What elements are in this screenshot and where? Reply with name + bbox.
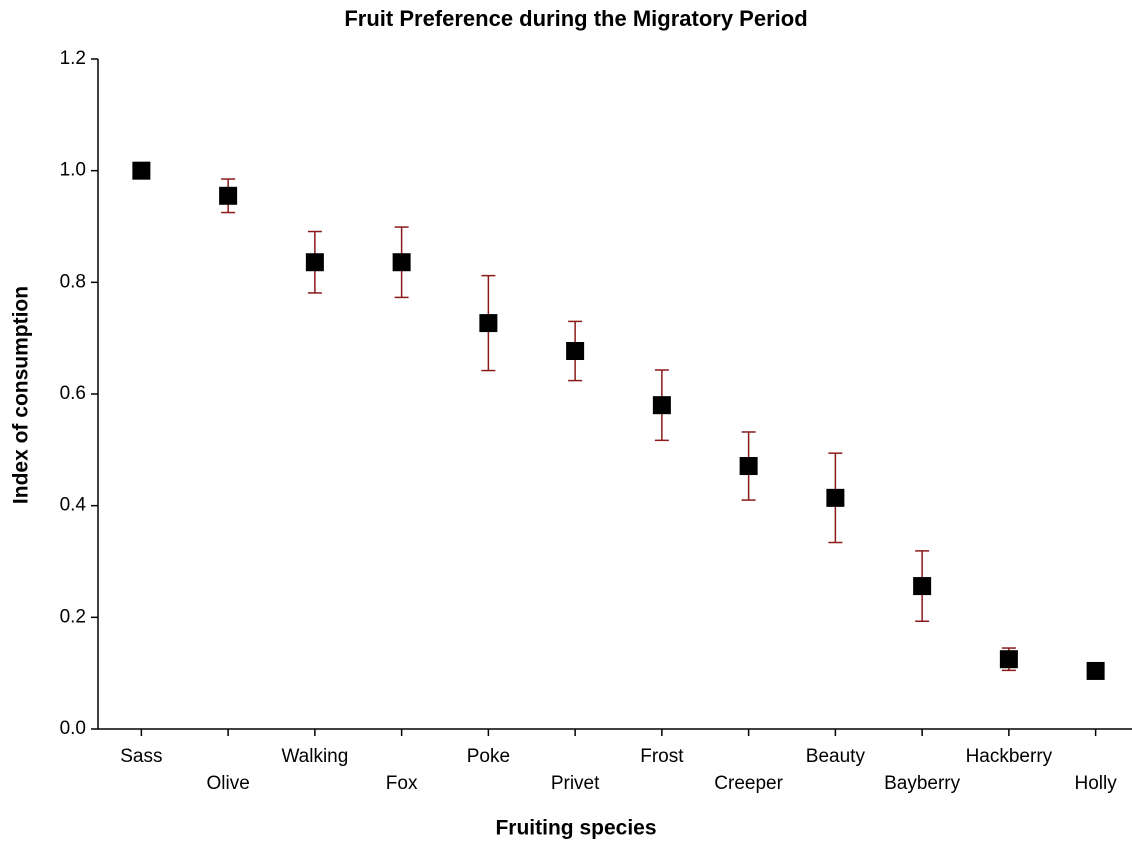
y-tick-label: 1.2 xyxy=(60,48,86,69)
marker xyxy=(1086,661,1105,680)
y-tick-label: 0.8 xyxy=(60,271,86,292)
x-tick-label: Sass xyxy=(120,746,162,767)
x-tick-label: Creeper xyxy=(714,773,783,794)
marker xyxy=(305,253,324,272)
marker xyxy=(913,577,932,596)
x-tick-label: Poke xyxy=(467,746,510,767)
x-tick-label: Walking xyxy=(281,746,348,767)
x-tick-label: Olive xyxy=(206,773,249,794)
x-tick-label: Frost xyxy=(640,746,684,767)
x-axis-title: Fruiting species xyxy=(495,817,656,840)
marker xyxy=(652,396,671,415)
chart-title: Fruit Preference during the Migratory Pe… xyxy=(344,6,807,31)
marker xyxy=(392,253,411,272)
x-tick-label: Bayberry xyxy=(884,773,961,794)
marker xyxy=(739,457,758,476)
marker xyxy=(479,314,498,333)
y-axis-title: Index of consumption xyxy=(10,286,33,504)
x-tick-label: Privet xyxy=(551,773,600,794)
y-tick-label: 0.2 xyxy=(60,606,86,627)
x-tick-label: Fox xyxy=(386,773,418,794)
y-tick-label: 0.6 xyxy=(60,383,86,404)
marker xyxy=(826,488,845,507)
x-tick-label: Holly xyxy=(1075,773,1118,794)
y-tick-label: 0.4 xyxy=(60,495,87,516)
x-tick-label: Beauty xyxy=(806,746,866,767)
y-tick-label: 0.0 xyxy=(60,718,86,739)
marker xyxy=(132,161,151,180)
marker xyxy=(999,650,1018,669)
marker xyxy=(566,342,585,361)
y-tick-label: 1.0 xyxy=(60,160,86,181)
x-tick-label: Hackberry xyxy=(966,746,1053,767)
marker xyxy=(219,186,238,205)
